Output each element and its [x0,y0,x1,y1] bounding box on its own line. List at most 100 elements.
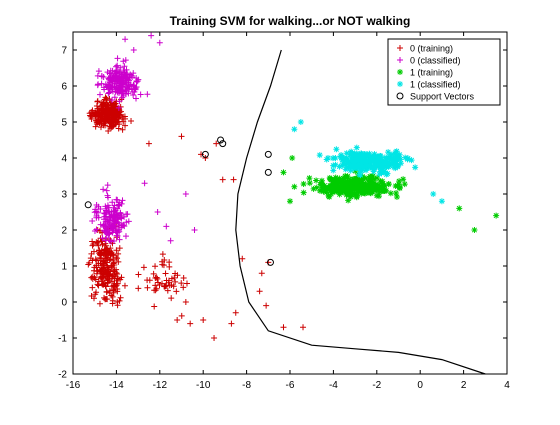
point-1-training [363,186,370,193]
point-1-training [471,227,478,233]
point-1-training [355,183,362,190]
point-0-training [93,239,100,246]
point-0-classified [122,36,129,43]
point-0-classified [131,83,138,90]
point-1-classified [339,157,346,164]
point-0-training [110,104,117,111]
point-0-training [114,255,121,262]
point-0-training [100,100,107,107]
point-1-training [400,176,407,183]
point-1-training [355,187,362,194]
point-0-classified [119,197,126,204]
y-tick-label: 7 [61,46,67,57]
point-0-classified [121,71,128,78]
point-0-training [116,111,123,118]
point-1-classified [354,151,361,158]
point-0-classified [110,217,117,224]
point-1-training [345,197,352,204]
point-0-classified [125,82,132,89]
legend-label: 0 (training) [410,44,453,54]
point-0-training [153,285,160,292]
point-1-training [376,185,383,192]
point-1-training [325,192,332,199]
point-0-classified [154,209,161,215]
point-0-classified [103,230,110,237]
point-0-classified [96,91,103,98]
point-0-training [103,117,110,124]
point-0-classified [112,220,119,227]
point-1-classified [316,152,323,159]
point-0-training [180,275,187,282]
point-0-training [89,284,96,291]
point-0-training [94,281,101,288]
point-1-classified [367,158,374,165]
point-1-training [341,180,348,187]
point-1-training [313,184,320,191]
point-0-training [98,99,105,106]
point-0-classified [108,77,115,84]
point-0-training [117,294,124,301]
point-1-classified [397,156,404,163]
point-0-training [228,320,235,327]
point-0-classified [124,80,131,87]
point-0-classified [110,237,117,244]
point-1-classified [394,161,401,168]
x-tick-label: -4 [329,380,338,391]
point-1-classified [385,149,392,156]
point-1-training [370,175,377,182]
point-0-classified [93,226,100,233]
point-0-classified [91,209,98,216]
point-1-training [334,177,341,184]
point-0-training [111,259,118,266]
point-0-classified [109,67,116,74]
point-0-training [263,302,270,309]
point-1-training [280,169,287,176]
point-0-training [95,108,102,115]
point-0-training [94,227,101,234]
point-1-classified [381,154,388,161]
point-0-classified [114,55,121,62]
point-0-classified [111,82,118,89]
point-0-training [109,300,116,307]
point-0-classified [110,226,117,233]
point-1-classified [348,162,355,169]
point-0-classified [108,223,115,230]
point-1-classified [343,154,350,161]
point-0-classified [113,196,120,203]
point-1-training [393,194,400,201]
point-0-classified [113,211,120,218]
point-1-training [374,175,381,182]
legend-marker [397,69,403,75]
point-0-classified [116,202,123,209]
point-0-classified [103,213,110,220]
point-0-training [97,260,104,267]
point-0-classified [167,237,174,244]
point-1-classified [408,157,415,164]
point-1-classified [355,161,362,168]
point-1-classified [330,167,337,174]
point-1-classified [376,171,383,178]
point-1-classified [364,157,371,164]
point-0-classified [144,91,151,98]
series-1-training [280,155,500,233]
point-0-training [135,285,142,292]
point-1-classified [345,164,352,171]
point-0-training [100,267,107,274]
point-1-training [300,189,307,196]
point-0-training [107,256,114,263]
point-0-classified [127,71,134,78]
point-0-classified [114,62,121,69]
point-support-vectors [266,258,274,266]
point-0-classified [148,32,155,39]
point-0-classified [117,83,124,90]
point-1-training [385,181,392,188]
point-support-vectors [201,150,209,158]
point-0-training [153,274,160,281]
point-0-classified [134,78,141,85]
point-0-classified [118,215,125,222]
point-0-training [173,288,180,295]
point-1-training [381,187,388,194]
legend-entry-support-vectors: Support Vectors [396,92,475,102]
point-0-classified [114,212,121,219]
